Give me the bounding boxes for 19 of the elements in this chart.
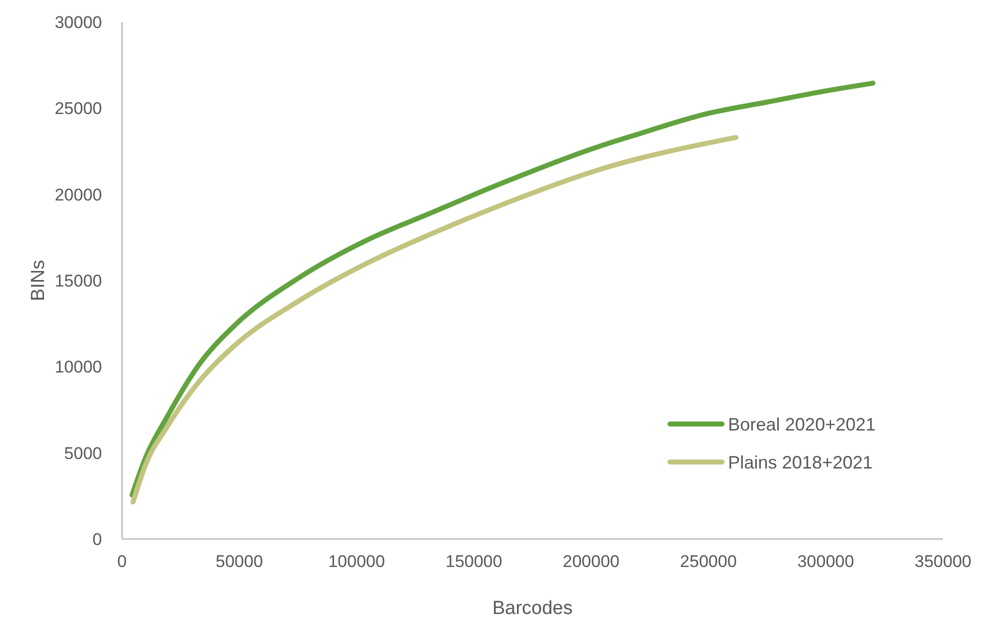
x-tick-label: 300000 [797, 552, 854, 571]
y-tick-label: 0 [92, 530, 102, 549]
y-tick-label: 20000 [54, 185, 102, 204]
y-tick-label: 30000 [54, 12, 102, 32]
y-axis-title: BINs [28, 260, 49, 302]
y-tick-label: 15000 [54, 271, 102, 290]
x-tick-label: 350000 [914, 552, 972, 571]
x-tick-label: 250000 [680, 552, 737, 571]
legend-label: Boreal 2020+2021 [728, 414, 876, 434]
y-tick-label: 5000 [64, 444, 102, 463]
x-tick-label: 200000 [562, 552, 620, 571]
x-tick-label: 150000 [445, 552, 502, 571]
x-tick-label: 0 [117, 552, 127, 571]
x-tick-label: 100000 [328, 552, 385, 571]
y-tick-label: 25000 [54, 99, 102, 118]
y-tick-label: 10000 [54, 358, 102, 377]
x-axis-title: Barcodes [492, 598, 573, 619]
legend-label: Plains 2018+2021 [728, 452, 873, 472]
x-tick-label: 50000 [216, 552, 263, 571]
